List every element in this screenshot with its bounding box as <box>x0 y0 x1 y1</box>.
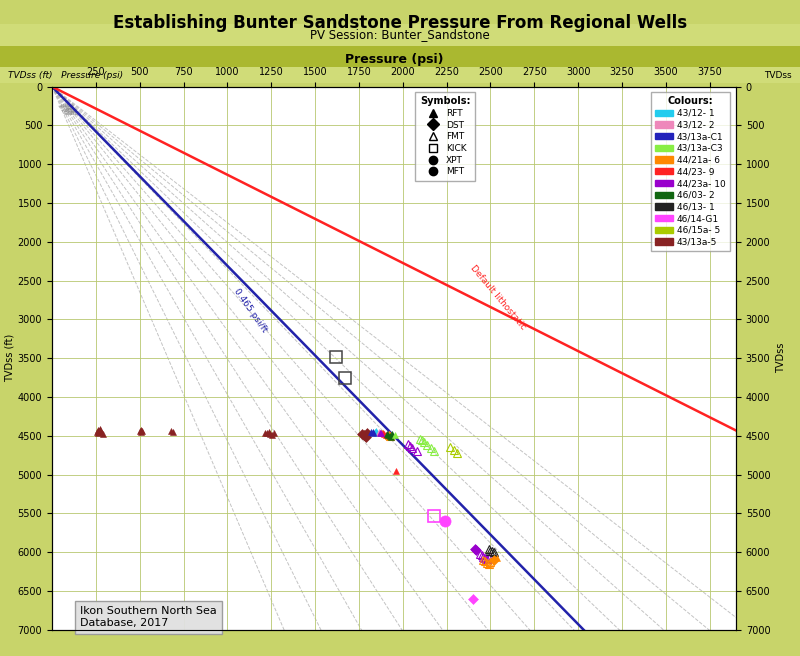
Text: Ikon Southern North Sea
Database, 2017: Ikon Southern North Sea Database, 2017 <box>80 607 217 628</box>
Text: 0.465 psi/ft: 0.465 psi/ft <box>232 287 269 334</box>
Text: TVDss: TVDss <box>764 71 792 79</box>
Legend: 43/12- 1, 43/12- 2, 43/13a-C1, 43/13a-C3, 44/21a- 6, 44/23- 9, 44/23a- 10, 46/03: 43/12- 1, 43/12- 2, 43/13a-C1, 43/13a-C3… <box>650 92 730 251</box>
Text: 1.50: 1.50 <box>59 103 71 117</box>
Text: Default lithostatic: Default lithostatic <box>469 264 528 332</box>
Y-axis label: TVDss (ft): TVDss (ft) <box>5 334 14 382</box>
Text: Establishing Bunter Sandstone Pressure From Regional Wells: Establishing Bunter Sandstone Pressure F… <box>113 14 687 32</box>
Y-axis label: TVDss: TVDss <box>776 343 786 373</box>
Text: TVDss (ft)   Pressure (psi): TVDss (ft) Pressure (psi) <box>8 71 123 79</box>
Text: 1.80: 1.80 <box>62 103 74 117</box>
Text: 2.40: 2.40 <box>66 103 78 117</box>
Text: 1.19: 1.19 <box>56 103 68 117</box>
Text: 2.10: 2.10 <box>65 103 77 117</box>
Text: PV Session: Bunter_Sandstone: PV Session: Bunter_Sandstone <box>310 28 490 41</box>
Text: 1.65: 1.65 <box>61 103 73 117</box>
Text: 1.35: 1.35 <box>58 103 70 117</box>
X-axis label: Pressure (psi): Pressure (psi) <box>345 52 443 66</box>
